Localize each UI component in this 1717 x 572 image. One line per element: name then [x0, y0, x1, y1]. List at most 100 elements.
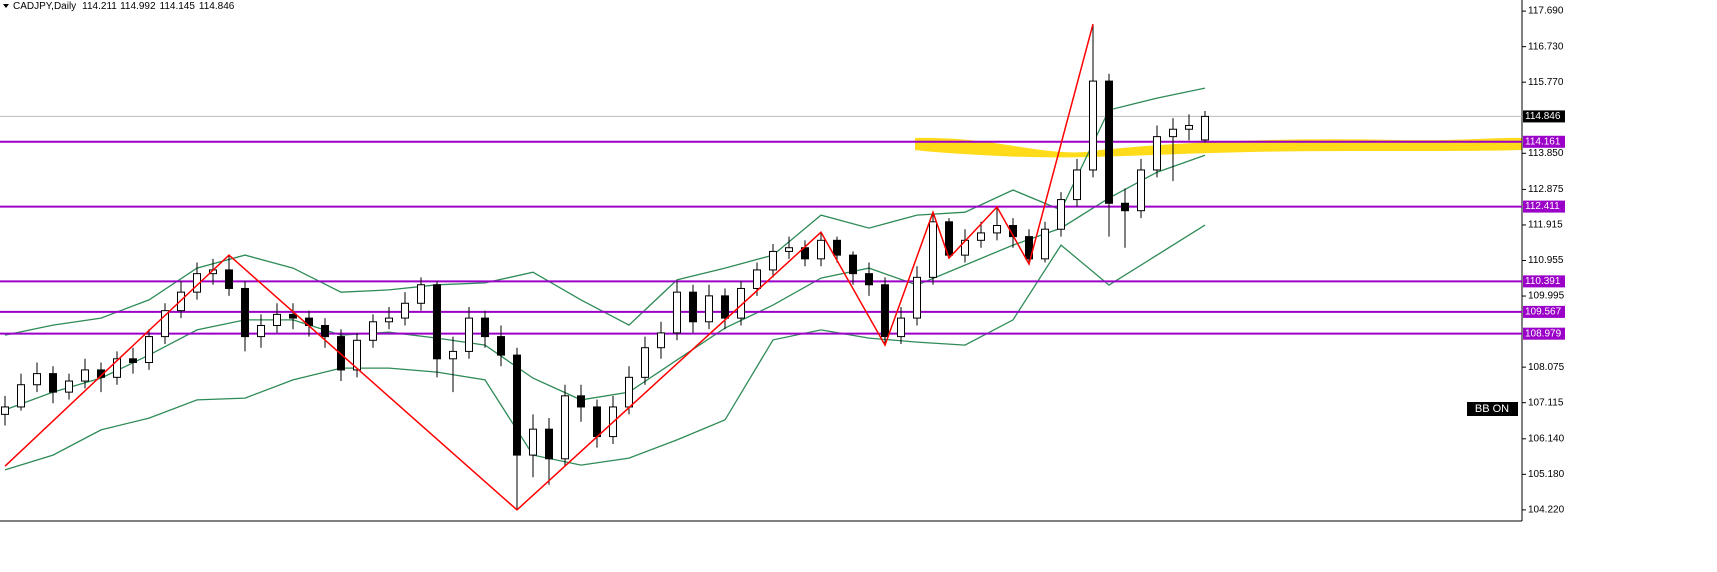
candle-body: [1105, 80, 1113, 204]
candle-body: [785, 247, 793, 252]
candle-body: [449, 350, 457, 360]
header-open: 114.211: [82, 1, 117, 12]
candle-body: [417, 284, 425, 304]
candle-body: [433, 284, 441, 360]
candle-body: [1089, 80, 1097, 171]
candle-body: [161, 310, 169, 338]
y-tick-label: 106.140: [1528, 433, 1565, 444]
candle-body: [721, 295, 729, 319]
candle-body: [865, 273, 873, 286]
candle-body: [833, 239, 841, 256]
candle-body: [241, 287, 249, 338]
candle-body: [657, 332, 665, 349]
candle-body: [385, 317, 393, 323]
symbol: CADJPY,Daily: [13, 1, 76, 12]
y-tick-label: 115.770: [1528, 77, 1564, 88]
candle-body: [465, 317, 473, 352]
candle-body: [1185, 125, 1193, 130]
candle-body: [529, 428, 537, 456]
candle-body: [1153, 136, 1161, 171]
candle-body: [705, 295, 713, 323]
candle-body: [1137, 169, 1145, 212]
candle-body: [817, 239, 825, 260]
y-tick-label: 109.995: [1528, 291, 1565, 302]
indicator-label: BB ON: [1475, 403, 1509, 415]
candle-body: [977, 232, 985, 241]
candle-body: [673, 291, 681, 334]
y-tick-label: 110.955: [1528, 255, 1564, 266]
level-label-box: [1523, 275, 1565, 288]
y-tick-label: 111.915: [1528, 220, 1563, 231]
zigzag-line: [4, 23, 1094, 511]
candle-body: [177, 291, 185, 312]
candle-body: [689, 291, 697, 323]
candle-body: [945, 221, 953, 256]
y-tick-label: 108.075: [1528, 362, 1565, 373]
candle-body: [561, 395, 569, 460]
level-label-box: [1523, 305, 1565, 318]
candle-body: [641, 347, 649, 378]
level-label: 109.567: [1525, 307, 1562, 318]
candle-body: [1201, 115, 1209, 141]
candle-body: [481, 317, 489, 338]
level-label-box: [1523, 135, 1565, 148]
last-price-box: [1523, 110, 1565, 123]
candle-body: [961, 239, 969, 256]
candle-body: [769, 250, 777, 271]
candle-body: [913, 276, 921, 319]
candle-body: [369, 321, 377, 341]
candle-body: [1169, 128, 1177, 138]
y-tick-label: 104.220: [1528, 505, 1565, 516]
y-tick-label: 117.690: [1528, 6, 1564, 17]
candle-body: [1041, 228, 1049, 260]
candle-body: [145, 336, 153, 364]
candle-body: [993, 225, 1001, 234]
level-label: 112.411: [1525, 201, 1560, 212]
candle-body: [1121, 202, 1129, 212]
candle-body: [225, 269, 233, 289]
candle-body: [1057, 199, 1065, 230]
level-label: 108.979: [1525, 328, 1562, 339]
candle-body: [49, 373, 57, 393]
candle-body: [17, 384, 25, 408]
candle-body: [545, 428, 553, 460]
candle-body: [289, 313, 297, 319]
candle-body: [497, 336, 505, 356]
candle-body: [1, 406, 9, 415]
candle-body: [321, 324, 329, 338]
candle-body: [1073, 169, 1081, 201]
candle-body: [737, 287, 745, 319]
header-low: 114.145: [160, 1, 196, 12]
header: CADJPY,Daily 114.211 114.992 114.145 114.846: [13, 1, 235, 12]
candle-body: [1025, 236, 1033, 260]
level-label-box: [1523, 327, 1565, 340]
candle-body: [897, 317, 905, 338]
candle-body: [257, 324, 265, 338]
candle-body: [881, 284, 889, 338]
candle-body: [753, 269, 761, 289]
y-tick-label: 107.115: [1528, 397, 1564, 408]
candle-body: [273, 313, 281, 326]
candle-body: [625, 376, 633, 408]
level-label: 114.161: [1525, 136, 1561, 147]
y-tick-label: 105.180: [1528, 469, 1565, 480]
candle-body: [33, 373, 41, 386]
candle-body: [81, 369, 89, 382]
candle-body: [129, 358, 137, 364]
candle-body: [593, 406, 601, 438]
candle-body: [577, 395, 585, 408]
candle-body: [849, 254, 857, 275]
last-price-label: 114.846: [1525, 111, 1561, 122]
candle-body: [401, 302, 409, 319]
level-label-box: [1523, 200, 1565, 213]
y-tick-label: 112.875: [1528, 184, 1564, 195]
candle-body: [929, 221, 937, 278]
candle-body: [353, 339, 361, 371]
bollinger-lower: [4, 224, 1206, 471]
candle-body: [97, 369, 105, 378]
indicator-box: [1467, 402, 1518, 416]
y-tick-label: 113.850: [1528, 148, 1564, 159]
